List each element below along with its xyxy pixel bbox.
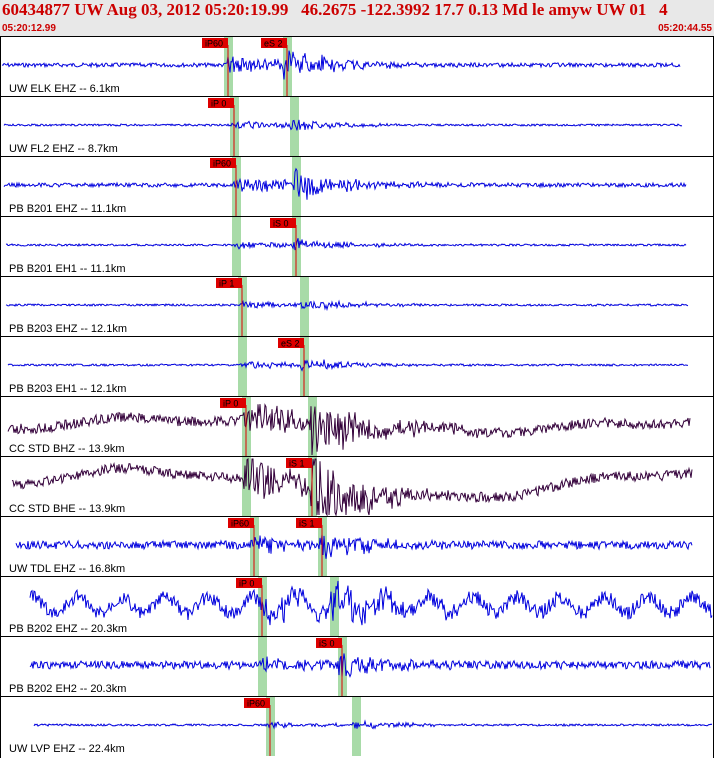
pick-label: eS 2	[264, 39, 283, 49]
trace-label: UW ELK EHZ -- 6.1km	[9, 83, 120, 95]
pick-label-box	[296, 518, 322, 528]
seismogram-trace: iP 1	[5, 277, 689, 336]
seismogram-trace: iP60 eS 2	[1, 37, 681, 96]
trace-panel[interactable]: iP 0 CC STD BHZ -- 13.9km	[0, 396, 714, 456]
pick-label-box	[278, 338, 304, 348]
seismogram-trace: iS 0	[29, 637, 711, 696]
pick-label: iP60	[247, 699, 265, 709]
waveform-line	[5, 238, 687, 251]
pick-label: iS 0	[319, 639, 335, 649]
p-window-band	[258, 637, 267, 696]
pick-label-box	[244, 698, 270, 708]
seismogram-trace: iP 0	[3, 97, 683, 156]
seismogram-trace: eS 2	[7, 337, 689, 396]
pick-label: iP60	[231, 519, 249, 529]
p-window-band	[242, 457, 251, 516]
trace-panel[interactable]: iS 0 PB B202 EH2 -- 20.3km	[0, 636, 714, 696]
trace-panel[interactable]: iP 0 UW FL2 EHZ -- 8.7km	[0, 96, 714, 156]
pick-label: iP 0	[211, 99, 226, 109]
trace-panel[interactable]: iP 0 PB B202 EHZ -- 20.3km	[0, 576, 714, 636]
seismogram-trace: iP60	[33, 697, 713, 756]
pick-label-box	[228, 518, 254, 528]
trace-panel[interactable]: eS 2 PB B203 EH1 -- 12.1km	[0, 336, 714, 396]
trace-label: PB B202 EH2 -- 20.3km	[9, 683, 127, 695]
trace-panel[interactable]: iP60 eS 2 UW ELK EHZ -- 6.1km	[0, 36, 714, 96]
start-time: 05:20:12.99	[2, 23, 56, 34]
waveform-line	[15, 534, 693, 559]
trace-panel[interactable]: iS 1 CC STD BHE -- 13.9km	[0, 456, 714, 516]
pick-label-box	[210, 158, 236, 168]
pick-label-box	[236, 578, 262, 588]
pick-label: iS 1	[299, 519, 315, 529]
waveform-line	[3, 119, 683, 131]
s-window-band	[300, 277, 309, 336]
trace-label: UW TDL EHZ -- 16.8km	[9, 563, 126, 575]
pick-label: iP60	[205, 39, 223, 49]
trace-label: PB B201 EHZ -- 11.1km	[9, 203, 127, 215]
pick-label-box	[208, 98, 234, 108]
waveform-line	[33, 719, 713, 730]
trace-panel[interactable]: iP60 iS 1 UW TDL EHZ -- 16.8km	[0, 516, 714, 576]
end-time: 05:20:44.55	[658, 23, 712, 34]
pick-label-box	[316, 638, 342, 648]
pick-label-box	[261, 38, 287, 48]
s-window-band	[308, 397, 317, 456]
pick-label: iS 1	[289, 459, 305, 469]
p-window-band	[232, 217, 241, 276]
seismogram-trace: iS 0	[5, 217, 687, 276]
waveform-line	[3, 167, 687, 200]
trace-panel[interactable]: iP60 UW LVP EHZ -- 22.4km	[0, 696, 714, 756]
pick-label: iP 1	[219, 279, 234, 289]
event-title: 60434877 UW Aug 03, 2012 05:20:19.99 46.…	[2, 0, 668, 19]
trace-label: PB B201 EH1 -- 11.1km	[9, 263, 126, 275]
seismogram-trace: iS 1	[11, 457, 693, 516]
trace-label: PB B203 EHZ -- 12.1km	[9, 323, 127, 335]
trace-panel[interactable]: iP60 PB B201 EHZ -- 11.1km	[0, 156, 714, 216]
pick-label: eS 2	[281, 339, 300, 349]
trace-label: PB B202 EHZ -- 20.3km	[9, 623, 127, 635]
trace-label: PB B203 EH1 -- 12.1km	[9, 383, 127, 395]
pick-label-box	[202, 38, 228, 48]
waveform-line	[1, 50, 681, 80]
header-bar: 60434877 UW Aug 03, 2012 05:20:19.99 46.…	[0, 0, 714, 36]
seismogram-trace: iP 0	[7, 397, 691, 456]
s-window-band	[292, 157, 301, 216]
trace-label: UW LVP EHZ -- 22.4km	[9, 743, 125, 755]
pick-label-box	[270, 218, 296, 228]
pick-label: iP60	[213, 159, 231, 169]
waveform-line	[7, 403, 691, 456]
trace-label: CC STD BHE -- 13.9km	[9, 503, 126, 515]
left-border	[0, 36, 1, 758]
pick-label-box	[216, 278, 242, 288]
pick-label-box	[286, 458, 312, 468]
waveform-line	[5, 299, 689, 312]
trace-label: UW FL2 EHZ -- 8.7km	[9, 143, 118, 155]
waveform-line	[11, 457, 693, 516]
seismogram-trace: iP60 iS 1	[15, 517, 693, 576]
p-window-band	[238, 337, 247, 396]
waveform-line	[7, 359, 689, 372]
waveform-line	[29, 580, 713, 626]
pick-label: iP 0	[223, 399, 238, 409]
s-window-band	[290, 97, 299, 156]
pick-label-box	[220, 398, 246, 408]
trace-panel[interactable]: iP 1 PB B203 EHZ -- 12.1km	[0, 276, 714, 336]
seismogram-trace: iP60	[3, 157, 687, 216]
pick-label: iS 0	[273, 219, 289, 229]
seismogram-trace: iP 0	[29, 577, 713, 636]
trace-panel[interactable]: iS 0 PB B201 EH1 -- 11.1km	[0, 216, 714, 276]
trace-label: CC STD BHZ -- 13.9km	[9, 443, 125, 455]
waveform-line	[29, 653, 711, 678]
pick-label: iP 0	[239, 579, 254, 589]
